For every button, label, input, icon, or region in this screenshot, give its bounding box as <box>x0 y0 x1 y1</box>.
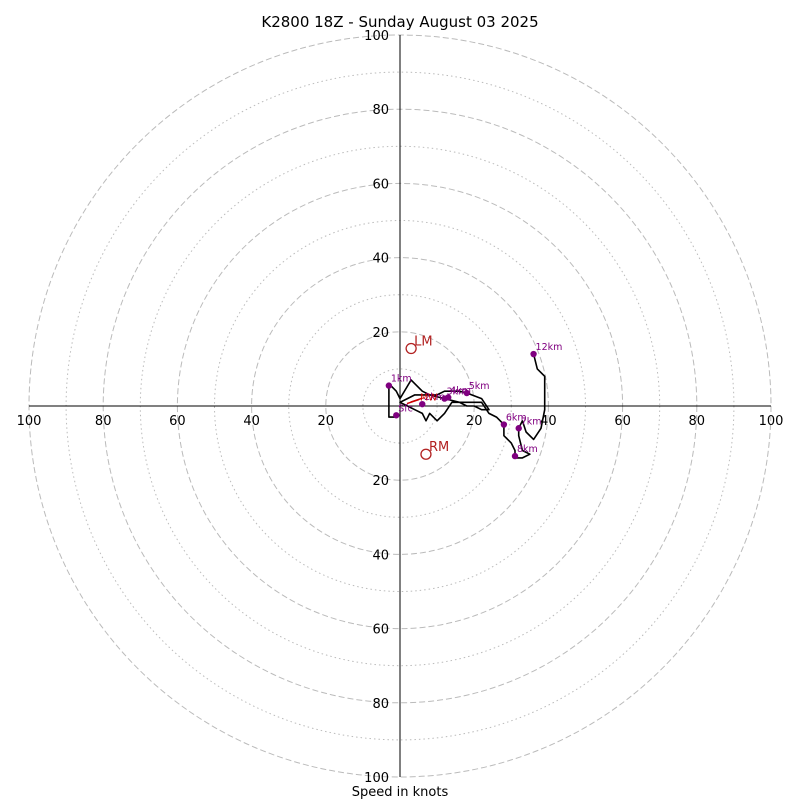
height-label-2km: 2km <box>424 392 445 403</box>
axes <box>29 35 771 777</box>
x-tick-label: 20 <box>466 414 483 429</box>
height-label-3km: 3km <box>447 387 468 398</box>
y-tick-label: 80 <box>372 697 389 712</box>
tick-labels: 100 80 60 40 20 20 40 60 80 100 100 80 60 40 20 20 40 60 8… <box>17 29 784 786</box>
height-point-8km <box>511 452 519 460</box>
y-tick-label: 100 <box>364 29 389 44</box>
x-tick-label: 80 <box>95 414 112 429</box>
x-tick-label: 20 <box>318 414 335 429</box>
height-label-4km: 4km <box>450 385 471 396</box>
storm-motion-markers: LM RM MW <box>405 334 449 460</box>
y-tick-label: 40 <box>372 252 389 267</box>
height-label-Sfc: Sfc <box>398 403 413 414</box>
storm-motion-label-LM: LM <box>414 334 432 349</box>
y-tick-label: 100 <box>364 771 389 786</box>
height-point-12km <box>530 350 537 358</box>
x-tick-label: 60 <box>169 414 186 429</box>
x-tick-label: 100 <box>759 414 784 429</box>
height-point-2km <box>419 400 426 408</box>
x-tick-label: 100 <box>17 414 42 429</box>
y-tick-label: 20 <box>372 326 389 341</box>
height-point-6km <box>500 421 508 428</box>
height-label-12km: 12km <box>536 342 563 353</box>
x-axis-label: Speed in knots <box>352 785 449 800</box>
height-label-7km: 7km <box>521 416 542 427</box>
hodograph-line <box>388 353 546 459</box>
storm-motion-LM <box>405 342 417 355</box>
height-point-5km <box>463 389 470 397</box>
height-point-7km <box>515 425 522 432</box>
y-tick-label: 60 <box>372 623 389 638</box>
storm-motion-RM <box>420 448 432 460</box>
hodograph-trace <box>388 353 546 459</box>
y-tick-label: 20 <box>372 474 389 489</box>
y-tick-label: 80 <box>372 103 389 118</box>
height-point-Sfc <box>393 412 400 419</box>
shear-marker <box>410 397 423 403</box>
chart-title: K2800 18Z - Sunday August 03 2025 <box>261 13 538 31</box>
x-tick-label: 80 <box>689 414 706 429</box>
x-tick-label: 40 <box>243 414 260 429</box>
mean-wind-label: MW <box>420 393 438 404</box>
height-point-4km <box>445 394 452 401</box>
x-tick-label: 60 <box>614 414 631 429</box>
y-tick-label: 60 <box>372 177 389 192</box>
height-label-1km: 1km <box>391 374 412 385</box>
x-tick-label: 40 <box>540 414 557 429</box>
height-label-6km: 6km <box>506 413 527 424</box>
height-label-8km: 8km <box>517 444 538 455</box>
storm-motion-label-RM: RM <box>429 440 449 455</box>
height-label-5km: 5km <box>469 381 490 392</box>
y-tick-label: 40 <box>372 548 389 563</box>
height-point-1km <box>385 382 393 389</box>
